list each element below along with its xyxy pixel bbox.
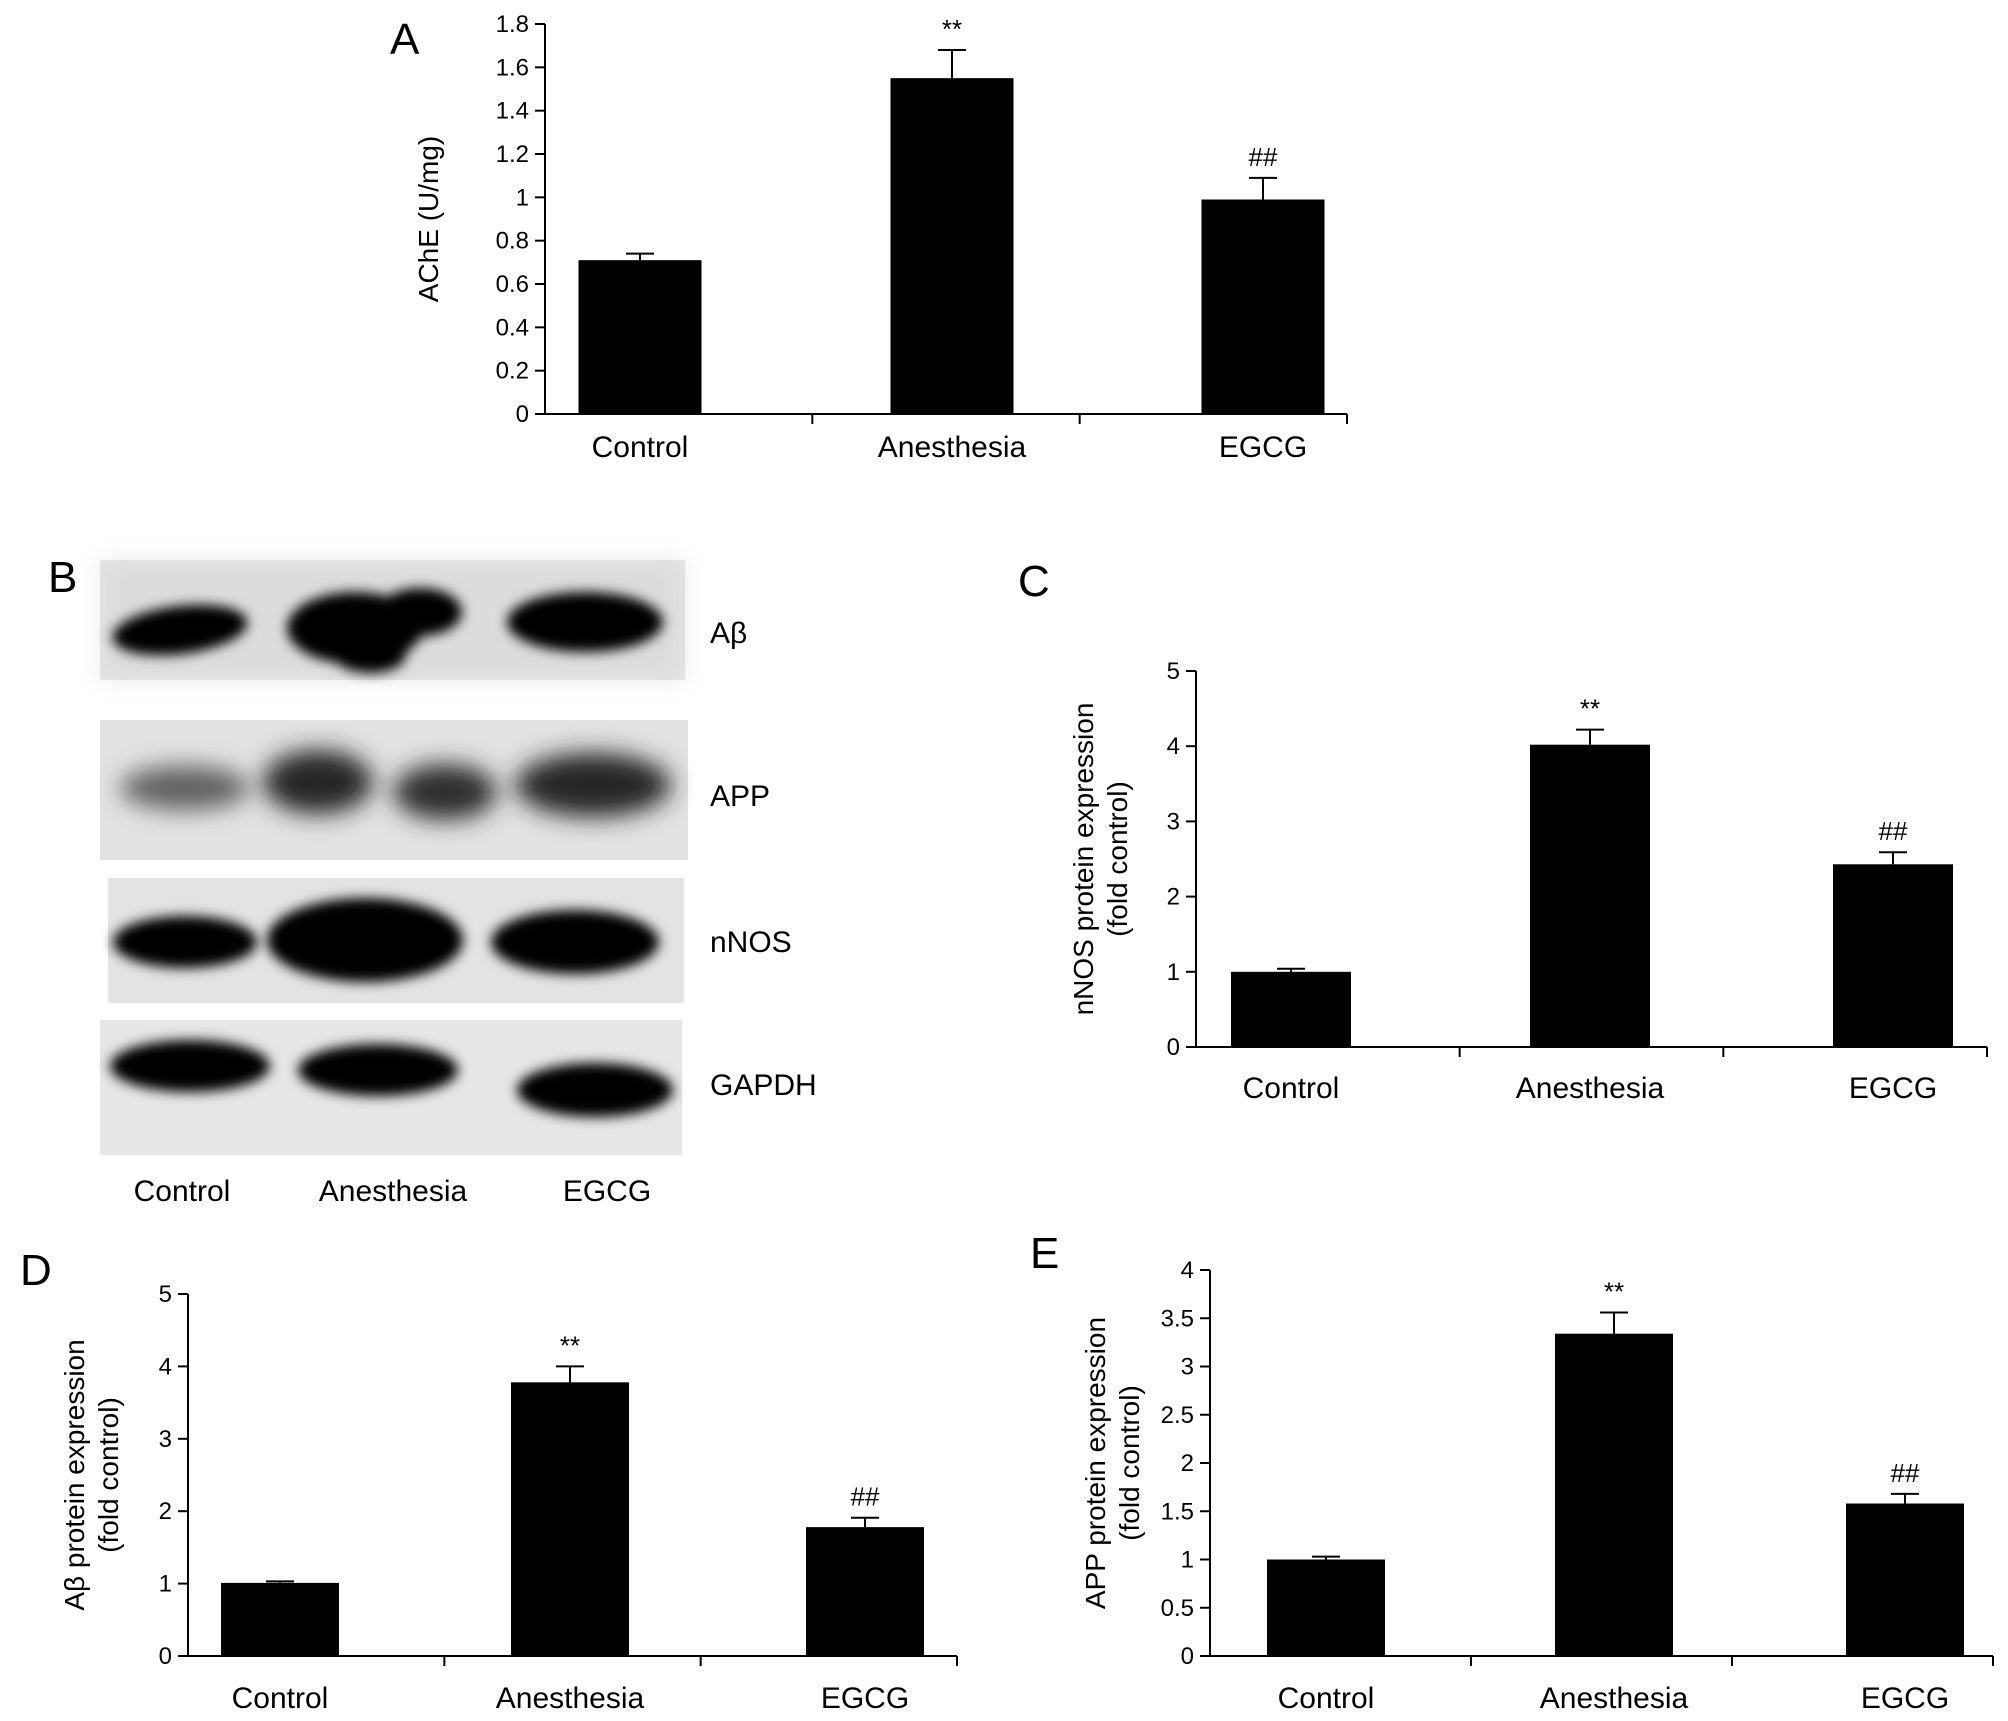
chart-d-bar-control	[221, 1582, 339, 1656]
chart-d-ytick-label: 2	[159, 1498, 172, 1525]
blot-strip-app	[100, 720, 688, 860]
chart-a-ytick-label: 0.6	[496, 271, 529, 298]
panel-b-western-blot: B	[48, 553, 817, 1208]
chart-e-ytick-label: 4	[1181, 1257, 1194, 1284]
panel-b-letter: B	[48, 553, 77, 602]
chart-e-y-axis-label-line: (fold control)	[1114, 1385, 1145, 1541]
chart-e-ytick-label: 2.5	[1161, 1402, 1194, 1429]
chart-a-bar-control	[578, 260, 702, 414]
chart-d-ytick-label: 4	[159, 1353, 172, 1380]
chart-d-bar-anesthesia	[511, 1382, 629, 1656]
panel-d-chart: D 0 1 2 3 4 5 Control ** Anesthesia ## EGCG Aβ prote…	[20, 1246, 958, 1715]
chart-a-category-label: Anesthesia	[878, 431, 1027, 464]
chart-a-category-label: Control	[592, 431, 689, 464]
chart-a-ytick-label: 0.8	[496, 228, 529, 255]
blot-strip-nnos	[108, 878, 684, 1003]
blot-strip-abeta	[100, 560, 685, 680]
chart-a-ytick-label: 1	[516, 184, 529, 211]
chart-c-bar-anesthesia	[1530, 744, 1650, 1047]
panel-c-chart: C 0 1 2 3 4 5 Control ** Anesthesia ## EGCG nNOS pro…	[1018, 557, 1988, 1105]
chart-d-ytick-label: 1	[159, 1571, 172, 1598]
chart-e-ytick-label: 0.5	[1161, 1595, 1194, 1622]
chart-c-ytick-label: 0	[1167, 1034, 1180, 1061]
chart-e-category-label: Control	[1278, 1682, 1375, 1715]
chart-c-category-label: Control	[1243, 1072, 1340, 1105]
panel-a-chart: A 0 0.2 0.4 0.6 0.8 1 1.2 1.4 1.6 1.8 Control ** Anes…	[390, 11, 1348, 464]
blot-lane-label-control: Control	[134, 1175, 231, 1208]
chart-a-bar-egcg	[1201, 199, 1325, 414]
chart-d-y-axis-label-line: (fold control)	[93, 1397, 124, 1553]
chart-e-category-label: EGCG	[1861, 1682, 1949, 1715]
chart-e-significance-label: **	[1604, 1276, 1624, 1306]
chart-a-significance-label: ##	[1249, 142, 1278, 172]
blot-lane-label-egcg: EGCG	[563, 1175, 651, 1208]
blot-lane-label-anesthesia: Anesthesia	[319, 1175, 468, 1208]
chart-a-ytick-label: 0.4	[496, 314, 529, 341]
blot-band-label-gapdh: GAPDH	[710, 1069, 817, 1102]
chart-d-category-label: Control	[232, 1682, 329, 1715]
chart-c-bar-control	[1231, 971, 1351, 1047]
chart-e-ytick-label: 1.5	[1161, 1498, 1194, 1525]
chart-d-category-label: Anesthesia	[496, 1682, 645, 1715]
chart-c-significance-label: **	[1580, 694, 1600, 724]
chart-c-ytick-label: 4	[1167, 733, 1180, 760]
chart-a-bar-anesthesia	[890, 78, 1014, 415]
blot-strip-gapdh	[100, 1020, 682, 1155]
panel-e-letter: E	[1030, 1229, 1059, 1278]
chart-c-ytick-label: 5	[1167, 658, 1180, 685]
chart-a-y-axis-label: AChE (U/mg)	[413, 136, 444, 302]
blot-band-label-nnos: nNOS	[710, 926, 792, 959]
chart-a-ytick-label: 0.2	[496, 358, 529, 385]
chart-c-ytick-label: 3	[1167, 808, 1180, 835]
blot-band-label-abeta: Aβ	[710, 617, 747, 650]
chart-a-ytick-label: 1.6	[496, 54, 529, 81]
chart-a-significance-label: **	[942, 14, 962, 44]
chart-e-ytick-label: 3.5	[1161, 1305, 1194, 1332]
chart-e-bar-egcg	[1846, 1503, 1964, 1656]
chart-a-ytick-label: 0	[516, 401, 529, 428]
chart-d-significance-label: **	[560, 1330, 580, 1360]
chart-e-ytick-label: 1	[1181, 1547, 1194, 1574]
chart-a-category-label: EGCG	[1219, 431, 1307, 464]
chart-d-category-label: EGCG	[821, 1682, 909, 1715]
chart-e-category-label: Anesthesia	[1540, 1682, 1689, 1715]
chart-c-y-axis-label-line: nNOS protein expression	[1068, 703, 1099, 1016]
panel-c-letter: C	[1018, 557, 1050, 606]
chart-e-ytick-label: 2	[1181, 1450, 1194, 1477]
chart-a-ytick-label: 1.4	[496, 98, 529, 125]
panel-e-chart: E 0 0.5 1 1.5 2 2.5 3 3.5 4 Control ** Anesthesia ## E…	[1030, 1229, 1994, 1715]
chart-c-bar-egcg	[1833, 864, 1953, 1047]
chart-e-ytick-label: 0	[1181, 1643, 1194, 1670]
chart-d-bar-egcg	[806, 1527, 924, 1656]
chart-e-significance-label: ##	[1891, 1458, 1920, 1488]
chart-c-category-label: EGCG	[1849, 1072, 1937, 1105]
chart-a-ytick-label: 1.8	[496, 11, 529, 38]
chart-d-y-axis-label-line: Aβ protein expression	[59, 1339, 90, 1610]
chart-e-ytick-label: 3	[1181, 1354, 1194, 1381]
chart-a-ytick-label: 1.2	[496, 141, 529, 168]
panel-a-letter: A	[390, 15, 420, 64]
chart-c-significance-label: ##	[1879, 816, 1908, 846]
chart-e-y-axis-label-line: APP protein expression	[1080, 1317, 1111, 1609]
chart-c-ytick-label: 1	[1167, 959, 1180, 986]
chart-c-ytick-label: 2	[1167, 884, 1180, 911]
chart-d-ytick-label: 3	[159, 1426, 172, 1453]
chart-d-ytick-label: 5	[159, 1281, 172, 1308]
chart-e-bar-control	[1267, 1559, 1385, 1656]
chart-d-ytick-label: 0	[159, 1643, 172, 1670]
chart-c-category-label: Anesthesia	[1516, 1072, 1665, 1105]
chart-c-y-axis-label-line: (fold control)	[1102, 781, 1133, 937]
chart-e-bar-anesthesia	[1555, 1333, 1673, 1656]
chart-d-significance-label: ##	[851, 1482, 880, 1512]
blot-band-label-app: APP	[710, 780, 770, 813]
panel-d-letter: D	[20, 1246, 52, 1295]
